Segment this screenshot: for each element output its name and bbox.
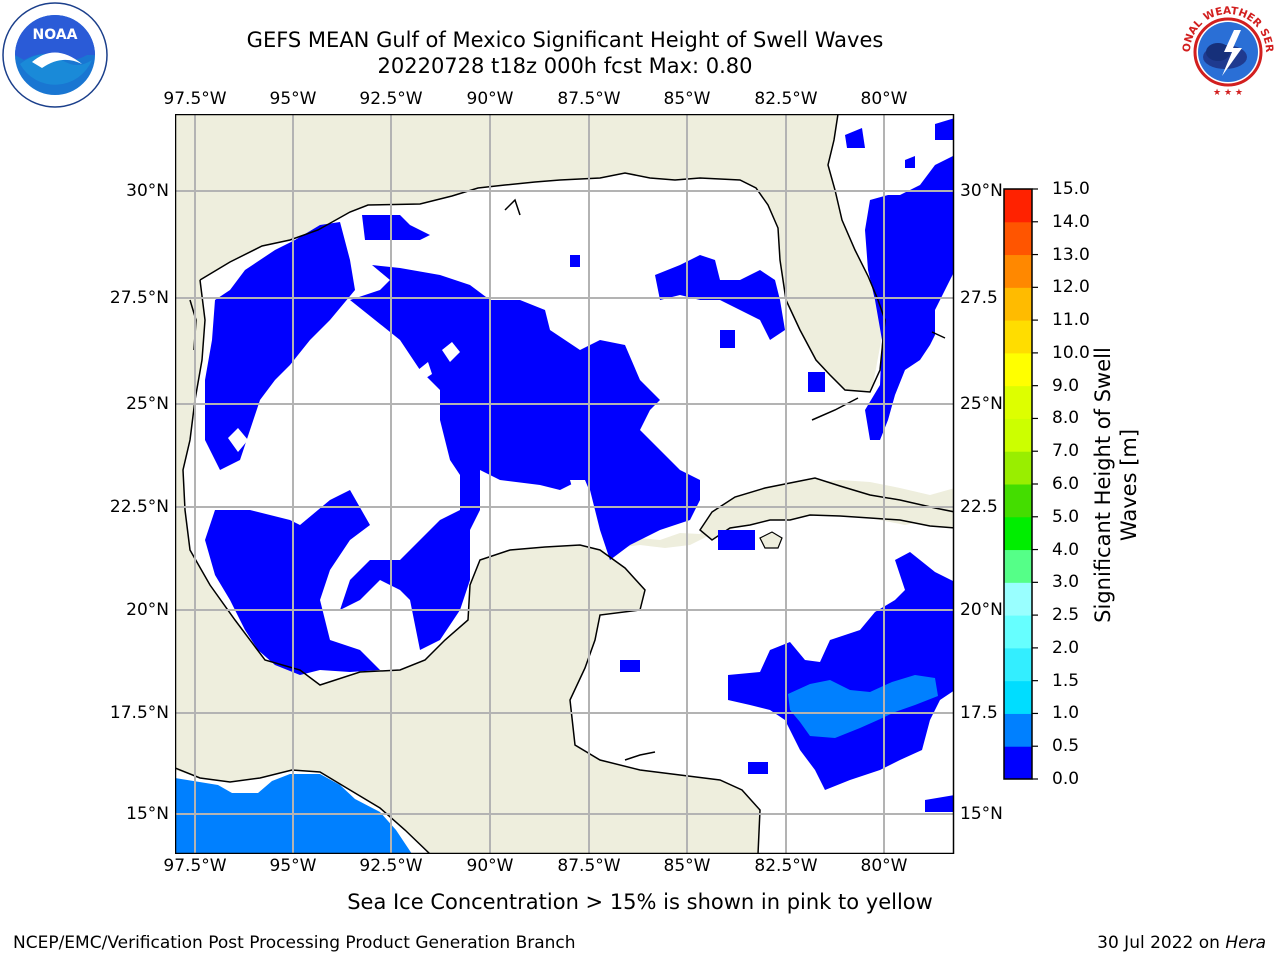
lon-label-bottom: 85°W [663,856,711,876]
chart-subtitle: 20220728 t18z 000h fcst Max: 0.80 [377,54,753,78]
colorbar-tick-label: 15.0 [1052,179,1090,199]
colorbar-tick-label: 7.0 [1052,441,1080,462]
lat-label-right: 20°N [960,600,1003,620]
lon-label-top: 80°W [860,89,908,109]
colorbar-tick-label: 1.0 [1052,703,1080,724]
lat-label-left: 25°N [126,394,169,414]
lat-label-left: 20°N [126,600,169,620]
lon-label-top: 92.5°W [359,89,423,109]
colorbar-tick-label: 1.5 [1052,670,1080,691]
footer-credit: NCEP/EMC/Verification Post Processing Pr… [13,933,576,953]
colorbar-swatch [1004,451,1032,485]
lon-label-bottom: 80°W [860,856,908,876]
lon-label-top: 85°W [663,89,711,109]
lat-label-left: 15°N [126,804,169,824]
lon-label-top: 82.5°W [754,89,818,109]
colorbar-tick-label: 5.0 [1052,506,1080,527]
colorbar-swatch [1004,549,1032,583]
colorbar-tick-label: 13.0 [1052,244,1090,265]
map-plot [175,114,955,854]
lon-label-bottom: 87.5°W [557,856,621,876]
footer-machine: Hera [1225,933,1266,953]
colorbar-tick-label: 9.0 [1052,375,1080,396]
lon-label-bottom: 95°W [269,856,317,876]
lat-label-left: 17.5°N [109,703,169,723]
colorbar-swatch [1004,287,1032,321]
coastline [175,114,946,854]
lon-label-bottom: 92.5°W [359,856,423,876]
lon-label-bottom: 82.5°W [754,856,818,876]
lat-label-right: 25°N [960,394,1003,414]
colorbar-tick-label: 2.5 [1052,605,1080,626]
swell-0-0.5 [205,118,954,812]
colorbar-swatch [1004,385,1032,419]
colorbar-swatch [1004,189,1032,223]
graticule [175,114,954,854]
colorbar [1003,188,1038,780]
colorbar-label: Significant Height of Swell Waves [m] [1091,347,1141,623]
lon-label-top: 90°W [466,89,514,109]
swell-0.5-1.0 [788,675,938,738]
lon-label-top: 87.5°W [557,89,621,109]
colorbar-swatch [1004,221,1032,256]
colorbar-swatch [1004,647,1032,682]
colorbar-tick-label: 10.0 [1052,342,1090,363]
colorbar-swatch [1004,484,1032,518]
noaa-logo-text: NOAA [33,27,78,43]
lat-label-right: 17.5 [960,703,998,723]
colorbar-swatch [1004,746,1032,780]
noaa-logo: NOAA [2,2,108,108]
colorbar-tick-label: 6.0 [1052,474,1080,494]
colorbar-tick-label: 12.0 [1052,277,1090,298]
lat-label-right: 30°N [960,181,1003,201]
lon-label-top: 95°W [269,89,317,109]
nws-logo: NATIONAL WEATHER SERVICE ★ ★ ★ [1178,2,1276,100]
colorbar-swatch [1004,320,1032,354]
colorbar-tick-label: 8.0 [1052,408,1080,429]
colorbar-swatch [1004,615,1032,649]
lat-label-left: 27.5°N [109,288,169,308]
lon-label-top: 97.5°W [163,89,227,109]
lon-label-bottom: 97.5°W [163,856,227,876]
colorbar-tick-label: 0.0 [1052,769,1080,789]
colorbar-swatch [1004,418,1032,452]
sea-ice-note: Sea Ice Concentration > 15% is shown in … [347,890,933,914]
colorbar-swatch [1004,516,1032,551]
lat-label-right: 22.5 [960,497,998,517]
lat-label-right: 15°N [960,804,1003,824]
colorbar-swatch [1004,713,1032,747]
footer-date: 30 Jul 2022 on Hera [1097,933,1266,953]
colorbar-swatch [1004,254,1032,288]
colorbar-tick-label: 3.0 [1052,572,1080,593]
colorbar-tick-label: 2.0 [1052,637,1080,658]
colorbar-swatch [1004,680,1032,714]
svg-text:★ ★ ★: ★ ★ ★ [1213,88,1243,98]
colorbar-swatch [1004,582,1032,616]
lon-label-bottom: 90°W [466,856,514,876]
colorbar-tick-label: 11.0 [1052,310,1090,331]
lat-label-left: 30°N [126,181,169,201]
colorbar-tick-label: 0.5 [1052,736,1080,757]
map-frame [175,114,955,854]
lat-label-right: 27.5 [960,288,998,308]
lat-label-left: 22.5°N [109,497,169,517]
colorbar-tick-label: 4.0 [1052,539,1080,560]
colorbar-tick-label: 14.0 [1052,211,1090,232]
colorbar-swatch [1004,352,1032,387]
chart-title: GEFS MEAN Gulf of Mexico Significant Hei… [246,28,884,52]
